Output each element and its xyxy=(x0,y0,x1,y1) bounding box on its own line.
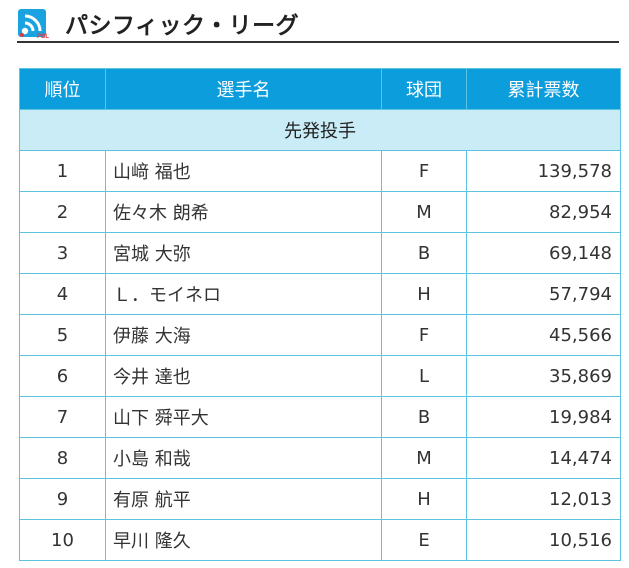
section-row: 先発投手 xyxy=(19,109,621,151)
column-header-votes: 累計票数 xyxy=(466,68,621,110)
player-name-cell: 宮城 大弥 xyxy=(105,232,382,274)
team-cell: M xyxy=(381,437,467,479)
player-name-cell: 有原 航平 xyxy=(105,478,382,520)
votes-cell: 19,984 xyxy=(466,396,621,438)
page-title: パシフィック・リーグ xyxy=(65,13,300,39)
team-cell: L xyxy=(381,355,467,397)
player-name-cell: 山下 舜平大 xyxy=(105,396,382,438)
rank-cell: 6 xyxy=(19,355,106,397)
votes-cell: 82,954 xyxy=(466,191,621,233)
player-name-cell: 早川 隆久 xyxy=(105,519,382,561)
player-name-cell: Ｌ．モイネロ xyxy=(105,273,382,315)
table-row: 4 Ｌ．モイネロ H 57,794 xyxy=(19,273,621,315)
player-name-cell: 小島 和哉 xyxy=(105,437,382,479)
rank-cell: 3 xyxy=(19,232,106,274)
table-row: 2 佐々木 朗希 M 82,954 xyxy=(19,191,621,233)
team-cell: B xyxy=(381,232,467,274)
column-header-team: 球団 xyxy=(381,68,467,110)
team-cell: F xyxy=(381,314,467,356)
votes-cell: 45,566 xyxy=(466,314,621,356)
team-cell: B xyxy=(381,396,467,438)
rank-cell: 10 xyxy=(19,519,106,561)
page-header: PBL パシフィック・リーグ xyxy=(17,5,619,43)
votes-cell: 12,013 xyxy=(466,478,621,520)
table-row: 9 有原 航平 H 12,013 xyxy=(19,478,621,520)
rank-cell: 4 xyxy=(19,273,106,315)
section-label: 先発投手 xyxy=(19,109,621,151)
svg-text:PBL: PBL xyxy=(37,34,49,39)
player-name-cell: 佐々木 朗希 xyxy=(105,191,382,233)
team-cell: H xyxy=(381,478,467,520)
table-row: 5 伊藤 大海 F 45,566 xyxy=(19,314,621,356)
table-row: 3 宮城 大弥 B 69,148 xyxy=(19,232,621,274)
votes-cell: 69,148 xyxy=(466,232,621,274)
table-row: 7 山下 舜平大 B 19,984 xyxy=(19,396,621,438)
league-logo-icon: PBL xyxy=(17,8,49,39)
team-cell: F xyxy=(381,150,467,192)
table-row: 8 小島 和哉 M 14,474 xyxy=(19,437,621,479)
votes-cell: 35,869 xyxy=(466,355,621,397)
column-header-rank: 順位 xyxy=(19,68,106,110)
votes-cell: 139,578 xyxy=(466,150,621,192)
vote-ranking-table: 順位 選手名 球団 累計票数 先発投手 1 山﨑 福也 F 139,578 2 … xyxy=(19,68,621,561)
column-header-player: 選手名 xyxy=(105,68,382,110)
votes-cell: 57,794 xyxy=(466,273,621,315)
team-cell: M xyxy=(381,191,467,233)
rank-cell: 7 xyxy=(19,396,106,438)
table-header-row: 順位 選手名 球団 累計票数 xyxy=(19,68,621,110)
votes-cell: 14,474 xyxy=(466,437,621,479)
league-logo: PBL xyxy=(17,7,57,39)
team-cell: E xyxy=(381,519,467,561)
table-row: 6 今井 達也 L 35,869 xyxy=(19,355,621,397)
player-name-cell: 伊藤 大海 xyxy=(105,314,382,356)
votes-cell: 10,516 xyxy=(466,519,621,561)
team-cell: H xyxy=(381,273,467,315)
table-row: 10 早川 隆久 E 10,516 xyxy=(19,519,621,561)
rank-cell: 8 xyxy=(19,437,106,479)
rank-cell: 1 xyxy=(19,150,106,192)
player-name-cell: 山﨑 福也 xyxy=(105,150,382,192)
table-row: 1 山﨑 福也 F 139,578 xyxy=(19,150,621,192)
rank-cell: 5 xyxy=(19,314,106,356)
rank-cell: 9 xyxy=(19,478,106,520)
rank-cell: 2 xyxy=(19,191,106,233)
player-name-cell: 今井 達也 xyxy=(105,355,382,397)
